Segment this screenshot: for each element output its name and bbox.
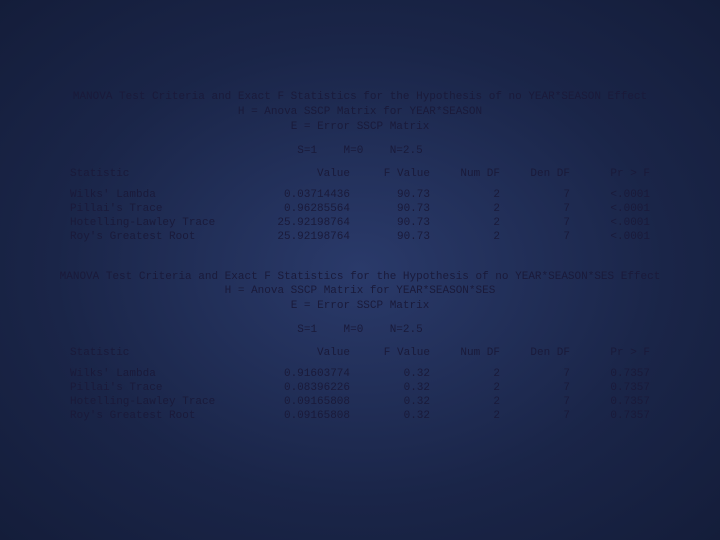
col-fvalue: F Value (350, 167, 430, 188)
col-numdf: Num DF (430, 346, 500, 367)
table-row: Wilks' Lambda 0.03714436 90.73 2 7 <.000… (70, 188, 650, 202)
col-dendf: Den DF (500, 346, 570, 367)
col-prf: Pr > F (570, 167, 650, 188)
cell-value: 0.08396226 (250, 381, 350, 395)
cell-numdf: 2 (430, 202, 500, 216)
cell-prf: 0.7357 (570, 395, 650, 409)
cell-dendf: 7 (500, 409, 570, 423)
cell-prf: 0.7357 (570, 367, 650, 381)
table-row: Roy's Greatest Root 25.92198764 90.73 2 … (70, 230, 650, 244)
cell-prf: 0.7357 (570, 381, 650, 395)
cell-prf: <.0001 (570, 202, 650, 216)
manova-block-0-header: MANOVA Test Criteria and Exact F Statist… (30, 90, 690, 135)
cell-dendf: 7 (500, 395, 570, 409)
col-statistic: Statistic (70, 346, 250, 367)
title-line: MANOVA Test Criteria and Exact F Statist… (30, 90, 690, 105)
title-line: H = Anova SSCP Matrix for YEAR*SEASON*SE… (30, 284, 690, 299)
manova-output-page: MANOVA Test Criteria and Exact F Statist… (0, 0, 720, 423)
manova-block-1-params: S=1 M=0 N=2.5 (30, 324, 690, 336)
cell-value: 0.96285564 (250, 202, 350, 216)
manova-block-0-table: Statistic Value F Value Num DF Den DF Pr… (70, 167, 650, 244)
manova-block-1-header: MANOVA Test Criteria and Exact F Statist… (30, 270, 690, 315)
cell-value: 0.91603774 (250, 367, 350, 381)
col-statistic: Statistic (70, 167, 250, 188)
cell-prf: <.0001 (570, 216, 650, 230)
cell-f: 90.73 (350, 216, 430, 230)
title-line: MANOVA Test Criteria and Exact F Statist… (30, 270, 690, 285)
cell-stat: Roy's Greatest Root (70, 230, 250, 244)
cell-numdf: 2 (430, 230, 500, 244)
cell-f: 90.73 (350, 188, 430, 202)
table-row: Pillai's Trace 0.96285564 90.73 2 7 <.00… (70, 202, 650, 216)
manova-block-1: MANOVA Test Criteria and Exact F Statist… (30, 270, 690, 424)
col-prf: Pr > F (570, 346, 650, 367)
col-value: Value (250, 346, 350, 367)
table-header-row: Statistic Value F Value Num DF Den DF Pr… (70, 346, 650, 367)
cell-f: 0.32 (350, 367, 430, 381)
cell-numdf: 2 (430, 367, 500, 381)
col-fvalue: F Value (350, 346, 430, 367)
cell-f: 0.32 (350, 395, 430, 409)
cell-value: 25.92198764 (250, 230, 350, 244)
cell-numdf: 2 (430, 216, 500, 230)
cell-numdf: 2 (430, 381, 500, 395)
cell-value: 25.92198764 (250, 216, 350, 230)
col-numdf: Num DF (430, 167, 500, 188)
col-value: Value (250, 167, 350, 188)
cell-stat: Wilks' Lambda (70, 188, 250, 202)
col-dendf: Den DF (500, 167, 570, 188)
cell-stat: Hotelling-Lawley Trace (70, 395, 250, 409)
cell-numdf: 2 (430, 188, 500, 202)
manova-block-0-params: S=1 M=0 N=2.5 (30, 145, 690, 157)
cell-numdf: 2 (430, 395, 500, 409)
cell-dendf: 7 (500, 202, 570, 216)
cell-value: 0.09165808 (250, 395, 350, 409)
table-row: Roy's Greatest Root 0.09165808 0.32 2 7 … (70, 409, 650, 423)
cell-dendf: 7 (500, 381, 570, 395)
cell-dendf: 7 (500, 367, 570, 381)
cell-dendf: 7 (500, 216, 570, 230)
cell-f: 0.32 (350, 409, 430, 423)
cell-prf: <.0001 (570, 188, 650, 202)
cell-value: 0.03714436 (250, 188, 350, 202)
title-line: H = Anova SSCP Matrix for YEAR*SEASON (30, 105, 690, 120)
cell-f: 90.73 (350, 202, 430, 216)
table-row: Hotelling-Lawley Trace 0.09165808 0.32 2… (70, 395, 650, 409)
cell-stat: Wilks' Lambda (70, 367, 250, 381)
cell-dendf: 7 (500, 188, 570, 202)
manova-block-1-table: Statistic Value F Value Num DF Den DF Pr… (70, 346, 650, 423)
cell-prf: <.0001 (570, 230, 650, 244)
cell-dendf: 7 (500, 230, 570, 244)
table-row: Hotelling-Lawley Trace 25.92198764 90.73… (70, 216, 650, 230)
manova-block-0: MANOVA Test Criteria and Exact F Statist… (30, 90, 690, 244)
cell-stat: Hotelling-Lawley Trace (70, 216, 250, 230)
cell-f: 0.32 (350, 381, 430, 395)
table-row: Wilks' Lambda 0.91603774 0.32 2 7 0.7357 (70, 367, 650, 381)
cell-stat: Pillai's Trace (70, 381, 250, 395)
title-line: E = Error SSCP Matrix (30, 120, 690, 135)
cell-prf: 0.7357 (570, 409, 650, 423)
cell-stat: Pillai's Trace (70, 202, 250, 216)
cell-numdf: 2 (430, 409, 500, 423)
cell-value: 0.09165808 (250, 409, 350, 423)
cell-f: 90.73 (350, 230, 430, 244)
title-line: E = Error SSCP Matrix (30, 299, 690, 314)
table-row: Pillai's Trace 0.08396226 0.32 2 7 0.735… (70, 381, 650, 395)
table-header-row: Statistic Value F Value Num DF Den DF Pr… (70, 167, 650, 188)
cell-stat: Roy's Greatest Root (70, 409, 250, 423)
